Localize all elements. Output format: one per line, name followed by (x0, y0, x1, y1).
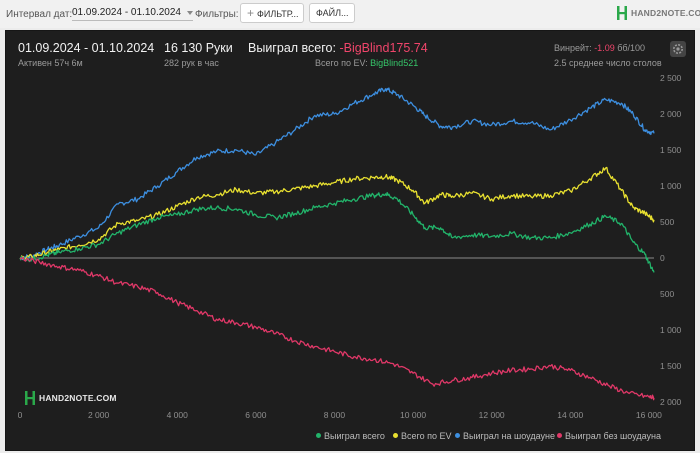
y-tick-label: 0 (660, 253, 665, 263)
summary-won-total: Выиграл всего: -BigBlind175.74 (248, 41, 428, 55)
y-tick-label: 1 000 (660, 181, 682, 191)
legend-label: Выиграл без шоудауна (565, 431, 661, 441)
x-tick-label: 16 000 (636, 410, 662, 420)
summary-date-range: 01.09.2024 - 01.10.2024 (18, 41, 155, 55)
chevron-down-icon (186, 11, 193, 15)
logo-text: HAND2NOTE.COM (631, 8, 700, 18)
won-value: -BigBlind175.74 (339, 41, 428, 55)
y-tick-label: 1 000 (660, 325, 682, 335)
legend-item[interactable]: Выиграл всего (316, 431, 385, 441)
x-tick-label: 6 000 (245, 410, 267, 420)
date-range-select[interactable]: 01.09.2024 - 01.10.2024 (72, 6, 193, 21)
ev-label: Всего по EV: (315, 58, 368, 68)
x-tick-label: 0 (18, 410, 23, 420)
x-tick-label: 4 000 (167, 410, 189, 420)
x-tick-label: 2 000 (88, 410, 110, 420)
chart-logo-text: HAND2NOTE.COM (39, 393, 117, 403)
summary-ev-total: Всего по EV: BigBlind521 (315, 58, 418, 68)
toolbar: Интервал дат: 01.09.2024 - 01.10.2024 Фи… (0, 0, 700, 28)
won-label: Выиграл всего: (248, 41, 336, 55)
file-button-label: ФАЙЛ... (316, 8, 349, 18)
winrate-unit: бб/100 (617, 43, 646, 53)
settings-button[interactable] (670, 41, 686, 57)
summary-hands: 16 130 Руки (164, 41, 233, 55)
summary-tables: 2.5 среднее число столов (554, 58, 662, 68)
legend-label: Всего по EV (401, 431, 452, 441)
series-line-2 (19, 191, 655, 273)
series-line-0 (19, 87, 655, 261)
y-tick-label: 2 000 (660, 397, 682, 407)
series-line-3 (19, 256, 655, 401)
y-tick-label: 500 (660, 289, 674, 299)
legend-dot-icon (455, 433, 460, 438)
x-tick-label: 8 000 (324, 410, 346, 420)
x-tick-label: 12 000 (479, 410, 505, 420)
y-tick-label: 2 000 (660, 109, 682, 119)
file-button[interactable]: ФАЙЛ... (309, 3, 355, 23)
filter-button-label: ФИЛЬТР... (257, 9, 299, 19)
legend-dot-icon (557, 433, 562, 438)
legend-label: Выиграл на шоудауне (463, 431, 555, 441)
legend-item[interactable]: Выиграл на шоудауне (455, 431, 555, 441)
summary-active-time: Активен 57ч 6м (18, 58, 83, 68)
y-tick-label: 1 500 (660, 361, 682, 371)
graph-panel: 2 500 2 000 1 500 1 000 500 0 500 1 000 1 500 2 0… (5, 30, 695, 451)
summary-winrate: Винрейт: -1.09 бб/100 (554, 43, 645, 53)
y-tick-label: 500 (660, 217, 674, 227)
filters-label: Фильтры: (195, 9, 239, 20)
filter-button[interactable]: + ФИЛЬТР... (240, 3, 304, 23)
ev-value: BigBlind521 (370, 58, 419, 68)
legend-item[interactable]: Выиграл без шоудауна (557, 431, 661, 441)
hand2note-logo-icon (25, 391, 35, 405)
legend-item[interactable]: Всего по EV (393, 431, 451, 441)
winrate-value: -1.09 (594, 43, 615, 53)
interval-label: Интервал дат: (6, 9, 73, 20)
x-tick-label: 10 000 (400, 410, 426, 420)
hand2note-logo-icon (617, 6, 627, 20)
gear-icon (673, 44, 683, 54)
y-tick-label: 1 500 (660, 145, 682, 155)
winrate-label: Винрейт: (554, 43, 592, 53)
legend-dot-icon (393, 433, 398, 438)
winnings-chart: 2 500 2 000 1 500 1 000 500 0 500 1 000 1 500 2 0… (18, 73, 682, 420)
y-tick-label: 2 500 (660, 73, 682, 83)
summary-hands-per-hour: 282 рук в час (164, 58, 219, 68)
legend-label: Выиграл всего (324, 431, 385, 441)
date-range-value: 01.09.2024 - 01.10.2024 (72, 7, 181, 18)
legend-dot-icon (316, 433, 321, 438)
series-line-1 (19, 166, 655, 261)
x-tick-label: 14 000 (557, 410, 583, 420)
plus-icon: + (247, 6, 255, 20)
